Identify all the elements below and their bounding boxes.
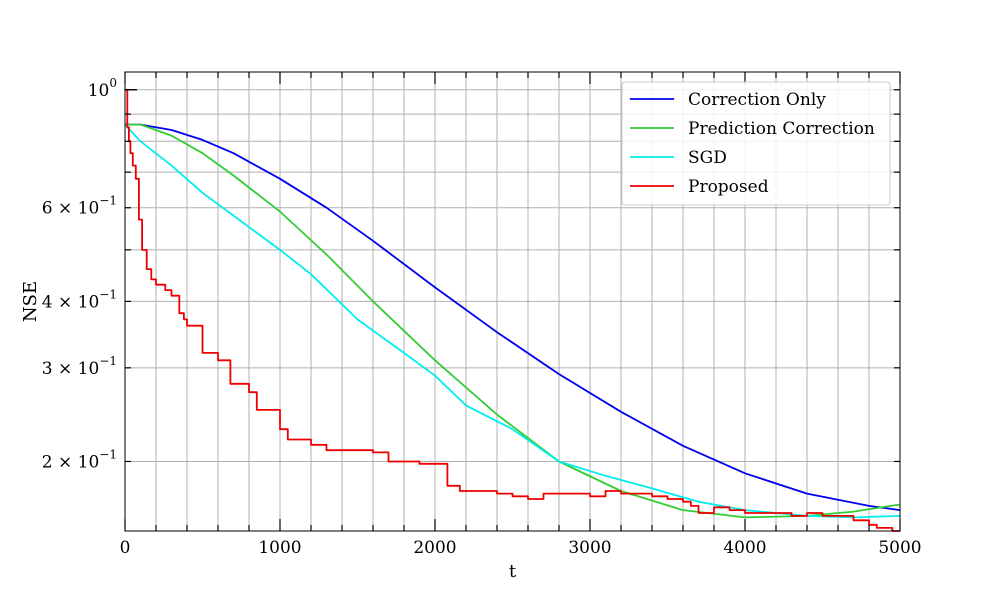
- series-line-sgd: [124, 123, 901, 519]
- x-tick-label: 2000: [413, 538, 456, 558]
- series-line-prediction-correction: [125, 123, 901, 519]
- series-line-proposed: [125, 88, 900, 532]
- x-tick-label: 3000: [568, 538, 611, 558]
- y-axis-label: NSE: [20, 281, 41, 322]
- series-line-correction-only: [125, 123, 901, 511]
- x-tick-label: 5000: [878, 538, 921, 558]
- y-tick-base: 2 × 10: [42, 452, 100, 472]
- y-tick-exponent: −1: [99, 194, 117, 208]
- x-tick-label: 0: [120, 538, 131, 558]
- y-tick-label: 4 × 10−1: [42, 287, 117, 312]
- y-tick-base: 4 × 10: [42, 292, 100, 312]
- x-axis-label: t: [509, 561, 517, 582]
- y-tick-label: 2 × 10−1: [42, 447, 117, 472]
- y-tick-exponent: 0: [109, 76, 117, 90]
- legend-entry-label: SGD: [688, 148, 727, 168]
- y-tick-label: 6 × 10−1: [42, 194, 117, 219]
- y-tick-label: 3 × 10−1: [42, 354, 117, 379]
- y-tick-base: 10: [88, 81, 110, 101]
- legend-entry-label: Correction Only: [688, 90, 826, 110]
- y-tick-label: 100: [88, 76, 117, 101]
- legend-entry-label: Proposed: [688, 177, 769, 197]
- y-tick-base: 3 × 10: [42, 359, 100, 379]
- y-tick-base: 6 × 10: [42, 199, 100, 219]
- legend: Correction Only Prediction Correction SGD P…: [621, 81, 891, 206]
- x-tick-label: 1000: [258, 538, 301, 558]
- legend-entry-label: Prediction Correction: [688, 119, 875, 139]
- y-tick-exponent: −1: [99, 447, 117, 461]
- y-tick-exponent: −1: [99, 354, 117, 368]
- plot-area-frame: [124, 71, 901, 532]
- legend-box: [621, 81, 891, 206]
- ticks-layer: [124, 72, 901, 531]
- series-layer: [124, 88, 901, 532]
- y-tick-exponent: −1: [99, 287, 117, 301]
- x-tick-label: 4000: [723, 538, 766, 558]
